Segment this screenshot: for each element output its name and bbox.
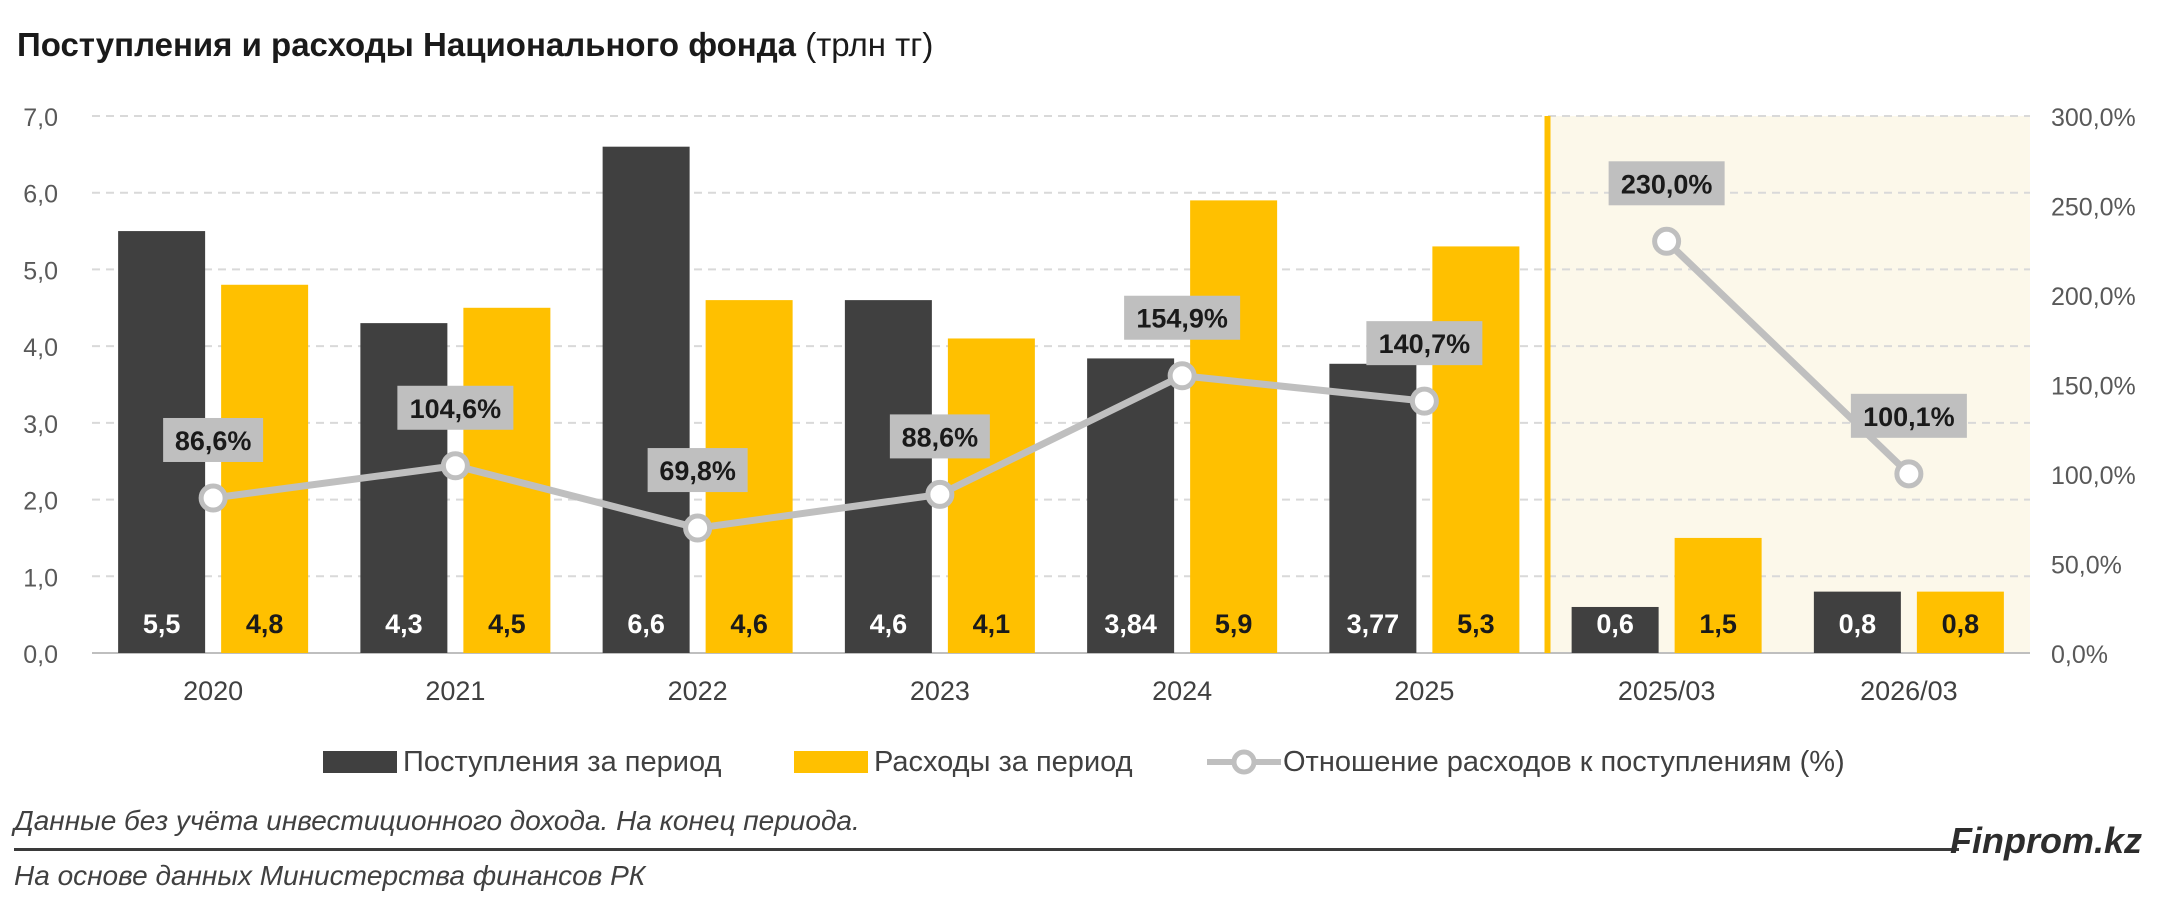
ratio-point (1652, 226, 1682, 256)
bar-income-label: 4,3 (385, 609, 423, 639)
bar-income-label: 3,77 (1347, 609, 1400, 639)
y-right-tick-label: 150,0% (2051, 373, 2136, 401)
footnote: Данные без учёта инвестиционного дохода.… (14, 805, 860, 836)
chart-canvas: 0,0 1,0 2,0 3,0 4,0 5,0 6,0 7,0 0,0% 50,0% 100,0% 1… (23, 104, 2136, 706)
y-left-tick-label: 4,0 (23, 334, 58, 362)
ratio-label-box (1366, 321, 1483, 366)
ratio-label: 86,6% (175, 426, 252, 456)
bar-income (1571, 606, 1659, 653)
ratio-label-box (163, 417, 264, 462)
y-right-tick-label: 250,0% (2051, 194, 2136, 222)
bar-income (360, 323, 448, 653)
ratio-label-box (1850, 393, 1967, 438)
y-left-tick-label: 0,0 (23, 641, 58, 669)
bar-income (1087, 358, 1175, 653)
bar-expense (1190, 200, 1278, 653)
ratio-point (1167, 361, 1197, 391)
bar-expense-label: 0,8 (1942, 609, 1980, 639)
bar-income (602, 146, 690, 653)
y-right-tick-label: 0,0% (2051, 641, 2108, 669)
ratio-label: 100,1% (1863, 402, 1955, 432)
x-tick-label: 2022 (668, 676, 728, 706)
legend-label-expense: Расходы за период (874, 745, 1133, 778)
y-right-tick-label: 300,0% (2051, 104, 2136, 132)
bar-income (1813, 591, 1901, 653)
ratio-line (212, 372, 1425, 532)
bar-income (1329, 363, 1417, 653)
bar-income-label: 6,6 (627, 609, 665, 639)
bar-income-label: 3,84 (1104, 609, 1157, 639)
chart-title: Поступления и расходы Национального фонд… (17, 26, 933, 64)
ratio-label: 69,8% (659, 456, 736, 486)
bar-expense-label: 5,9 (1215, 609, 1253, 639)
bar-expense (947, 338, 1035, 653)
source-note: На основе данных Министерства финансов Р… (14, 860, 646, 891)
y-right-tick-label: 50,0% (2051, 552, 2122, 580)
x-tick-label: 2023 (910, 676, 970, 706)
y-left-tick-label: 2,0 (23, 488, 58, 516)
legend-swatch-expense (794, 751, 868, 773)
ratio-point (440, 451, 470, 481)
legend-item-income: Поступления за период (323, 742, 721, 782)
x-tick-label: 2025/03 (1618, 676, 1716, 706)
legend-swatch-ratio (1207, 749, 1281, 775)
ratio-point (198, 483, 228, 513)
ratio-label: 154,9% (1136, 304, 1228, 334)
bar-expense (1674, 537, 1762, 653)
bar-expense (221, 284, 309, 653)
x-tick-label: 2021 (425, 676, 485, 706)
brand-logo: Finprom.kz (1949, 820, 2142, 861)
y-left-tick-label: 3,0 (23, 411, 58, 439)
x-tick-label: 2026/03 (1860, 676, 1958, 706)
ratio-label: 140,7% (1379, 329, 1471, 359)
x-tick-label: 2024 (1152, 676, 1212, 706)
ratio-label: 230,0% (1621, 169, 1713, 199)
bar-income-label: 0,6 (1596, 609, 1634, 639)
forecast-background (1545, 116, 2030, 653)
bar-income-label: 4,6 (870, 609, 908, 639)
legend-label-income: Поступления за период (403, 745, 722, 778)
bar-income (844, 300, 932, 653)
y-left-tick-label: 5,0 (23, 257, 58, 285)
bar-expense (1432, 246, 1520, 653)
ratio-point (925, 479, 955, 509)
ratio-point (1409, 386, 1439, 416)
y-left-tick-label: 1,0 (23, 564, 58, 592)
bar-expense (1916, 591, 2004, 653)
y-left-tick-label: 6,0 (23, 181, 58, 209)
ratio-label-box (397, 385, 514, 430)
ratio-point (683, 513, 713, 543)
legend: Поступления за период Расходы за период … (0, 742, 2160, 782)
legend-swatch-income (323, 751, 397, 773)
chart-title-main: Поступления и расходы Национального фонд… (17, 26, 797, 63)
y-right-tick-label: 100,0% (2051, 462, 2136, 490)
legend-label-ratio: Отношение расходов к поступлениям (%) (1283, 745, 1845, 778)
bar-expense-label: 4,6 (730, 609, 768, 639)
y-left-tick-label: 7,0 (23, 104, 58, 132)
ratio-label-box (1608, 161, 1725, 206)
ratio-point (1894, 459, 1924, 489)
bar-expense-label: 4,8 (246, 609, 284, 639)
bar-income-label: 0,8 (1839, 609, 1877, 639)
x-tick-label: 2020 (183, 676, 243, 706)
ratio-label-box (647, 448, 748, 493)
chart-title-unit: (трлн тг) (805, 26, 934, 63)
legend-item-expense: Расходы за период (794, 742, 1133, 782)
legend-item-ratio: Отношение расходов к поступлениям (%) (1205, 742, 1845, 782)
bar-expense-label: 5,3 (1457, 609, 1495, 639)
bar-expense-label: 4,1 (973, 609, 1011, 639)
ratio-label: 88,6% (902, 422, 979, 452)
ratio-label: 104,6% (410, 394, 502, 424)
bar-income-label: 5,5 (143, 609, 181, 639)
ratio-label-box (889, 414, 990, 459)
bar-expense-label: 4,5 (488, 609, 526, 639)
y-right-tick-label: 200,0% (2051, 283, 2136, 311)
x-tick-label: 2025 (1394, 676, 1454, 706)
footer-divider (14, 848, 1959, 851)
bar-expense-label: 1,5 (1699, 609, 1737, 639)
ratio-label-box (1124, 295, 1241, 340)
